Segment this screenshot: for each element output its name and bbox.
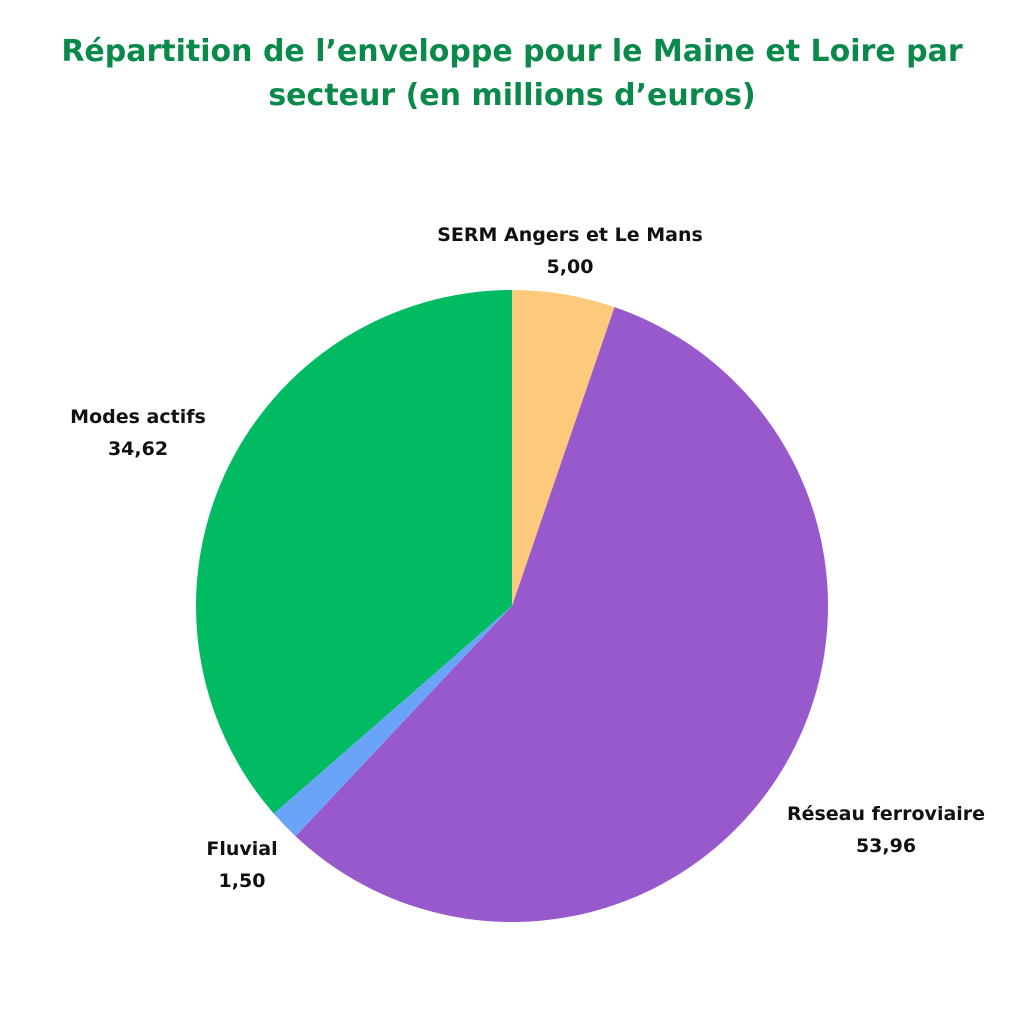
slice-value-fluvial: 1,50 [219, 870, 266, 892]
slice-label-fluvial: Fluvial [206, 838, 277, 860]
pie-slice-r-seau-ferroviaire [295, 307, 828, 922]
pie-slice-modes-actifs [196, 290, 513, 814]
pie-slice-serm-angers-et-le-mans [512, 290, 615, 606]
slice-label-modes-actifs: Modes actifs [70, 406, 206, 428]
slice-value-serm-angers-et-le-mans: 5,00 [547, 256, 594, 278]
chart-title-line2: secteur (en millions d’euros) [268, 78, 756, 113]
slice-label-r-seau-ferroviaire: Réseau ferroviaire [787, 803, 985, 825]
chart-title-line1: Répartition de l’enveloppe pour le Maine… [61, 34, 963, 69]
pie-slice-fluvial [273, 606, 512, 837]
chart-title: Répartition de l’enveloppe pour le Maine… [40, 30, 984, 118]
slice-value-modes-actifs: 34,62 [108, 438, 168, 460]
slice-label-serm-angers-et-le-mans: SERM Angers et Le Mans [437, 224, 703, 246]
slice-value-r-seau-ferroviaire: 53,96 [856, 835, 916, 857]
